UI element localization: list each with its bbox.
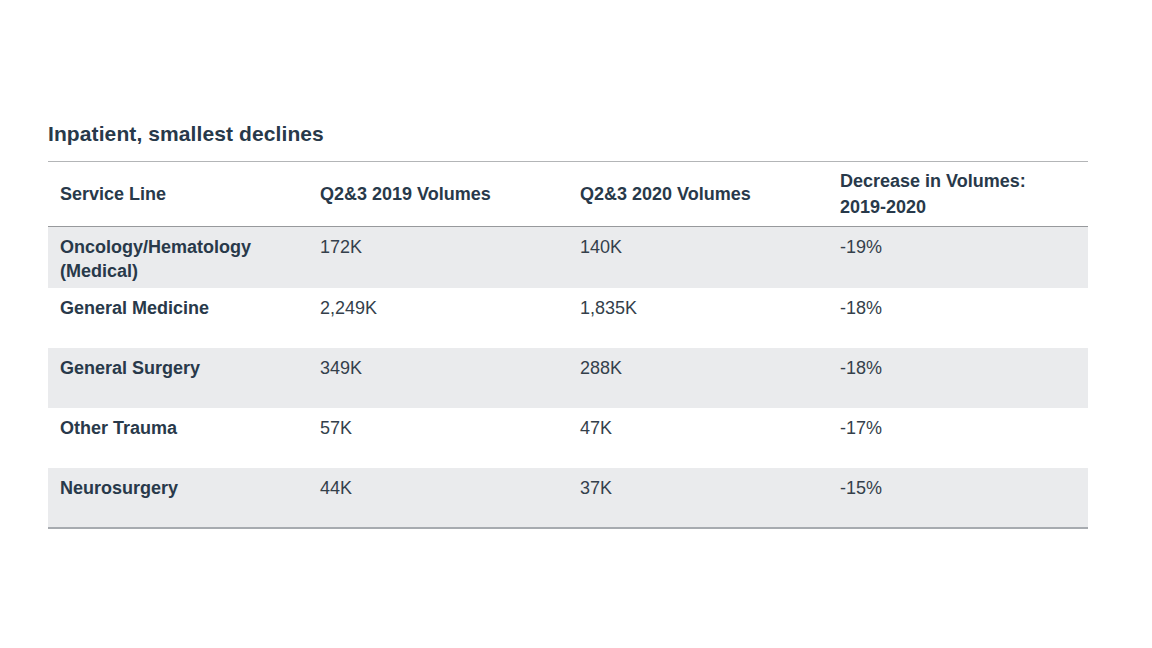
volume-2020-cell: 288K: [568, 348, 828, 408]
volume-2019-cell: 349K: [308, 348, 568, 408]
volume-2020-cell: 37K: [568, 468, 828, 528]
service-line-cell: General Surgery: [48, 348, 308, 408]
service-line-cell: Oncology/Hematology (Medical): [48, 227, 308, 288]
volume-2019-cell: 57K: [308, 408, 568, 468]
volume-2020-cell: 47K: [568, 408, 828, 468]
column-header-2019-volumes: Q2&3 2019 Volumes: [308, 162, 568, 227]
column-header-service-line: Service Line: [48, 162, 308, 227]
table-row: Other Trauma 57K 47K -17%: [48, 408, 1088, 468]
decrease-cell: -18%: [828, 288, 1088, 348]
service-line-cell: Other Trauma: [48, 408, 308, 468]
page-title: Inpatient, smallest declines: [48, 121, 324, 146]
header-row: Service Line Q2&3 2019 Volumes Q2&3 2020…: [48, 162, 1088, 227]
slide: Inpatient, smallest declines Service Lin…: [0, 0, 1152, 648]
volume-2019-cell: 2,249K: [308, 288, 568, 348]
table-row: General Surgery 349K 288K -18%: [48, 348, 1088, 408]
decrease-cell: -19%: [828, 227, 1088, 288]
column-header-2020-volumes: Q2&3 2020 Volumes: [568, 162, 828, 227]
service-line-cell: General Medicine: [48, 288, 308, 348]
column-header-decrease: Decrease in Volumes: 2019-2020: [828, 162, 1088, 227]
table-row: Neurosurgery 44K 37K -15%: [48, 468, 1088, 528]
table-row: General Medicine 2,249K 1,835K -18%: [48, 288, 1088, 348]
volumes-table: Service Line Q2&3 2019 Volumes Q2&3 2020…: [48, 161, 1088, 529]
volumes-table-container: Service Line Q2&3 2019 Volumes Q2&3 2020…: [48, 161, 1088, 529]
volume-2020-cell: 140K: [568, 227, 828, 288]
decrease-cell: -15%: [828, 468, 1088, 528]
volume-2019-cell: 44K: [308, 468, 568, 528]
service-line-cell: Neurosurgery: [48, 468, 308, 528]
decrease-cell: -17%: [828, 408, 1088, 468]
decrease-cell: -18%: [828, 348, 1088, 408]
table-row: Oncology/Hematology (Medical) 172K 140K …: [48, 227, 1088, 288]
volume-2019-cell: 172K: [308, 227, 568, 288]
volume-2020-cell: 1,835K: [568, 288, 828, 348]
